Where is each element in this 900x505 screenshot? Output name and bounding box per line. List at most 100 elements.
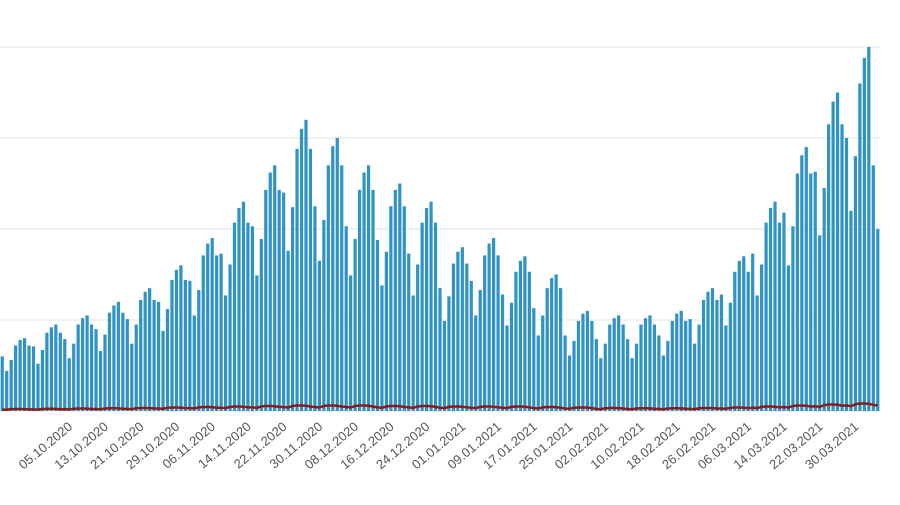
bar bbox=[375, 239, 380, 411]
bar bbox=[630, 358, 634, 411]
bar bbox=[518, 260, 523, 411]
bar bbox=[188, 280, 192, 411]
bar bbox=[335, 138, 339, 411]
bar bbox=[223, 295, 228, 411]
bar bbox=[858, 83, 862, 412]
bar bbox=[777, 222, 782, 411]
bar bbox=[103, 334, 107, 411]
bar bbox=[768, 208, 773, 411]
bar bbox=[795, 173, 799, 411]
bar bbox=[268, 172, 272, 411]
bar bbox=[179, 265, 183, 411]
bar bbox=[353, 239, 357, 411]
bar bbox=[286, 250, 290, 411]
bar bbox=[156, 301, 161, 411]
bar bbox=[617, 315, 621, 411]
bar bbox=[585, 310, 590, 411]
bar bbox=[853, 156, 858, 411]
bar bbox=[143, 291, 147, 411]
bar bbox=[693, 343, 697, 411]
bar bbox=[241, 201, 246, 411]
bar bbox=[572, 340, 576, 411]
bar bbox=[809, 173, 813, 411]
bar bbox=[621, 324, 625, 411]
bar bbox=[786, 265, 791, 411]
bar bbox=[460, 247, 464, 411]
bar bbox=[599, 358, 603, 411]
bar bbox=[134, 324, 138, 411]
bar bbox=[469, 280, 473, 411]
bar bbox=[701, 299, 706, 411]
bar bbox=[313, 206, 317, 411]
bar bbox=[545, 288, 549, 411]
bar bbox=[210, 238, 214, 411]
bar bbox=[724, 325, 728, 411]
bar bbox=[719, 294, 724, 411]
bar bbox=[612, 318, 616, 411]
bar bbox=[760, 264, 764, 411]
bar bbox=[389, 206, 393, 411]
bar bbox=[733, 271, 737, 411]
bar bbox=[152, 299, 156, 411]
bar bbox=[835, 92, 840, 411]
bar bbox=[290, 207, 295, 411]
bar bbox=[742, 256, 746, 411]
bar bbox=[791, 226, 795, 411]
bar bbox=[0, 356, 4, 411]
bar bbox=[67, 358, 71, 411]
bar bbox=[666, 340, 670, 411]
bar bbox=[393, 189, 397, 411]
bar bbox=[197, 289, 201, 411]
bar bbox=[550, 278, 554, 411]
bar bbox=[541, 315, 545, 411]
bar bbox=[478, 289, 482, 411]
bar bbox=[456, 251, 460, 411]
bar bbox=[849, 210, 853, 411]
bar bbox=[804, 147, 808, 411]
bar bbox=[250, 226, 254, 411]
bar bbox=[295, 148, 299, 412]
bar bbox=[183, 279, 187, 411]
bar bbox=[840, 124, 844, 411]
bar bbox=[424, 208, 429, 411]
bar bbox=[411, 295, 415, 411]
bar bbox=[45, 332, 49, 411]
bar bbox=[764, 222, 768, 411]
bar bbox=[679, 310, 683, 411]
bar bbox=[215, 255, 219, 411]
bar bbox=[697, 324, 701, 411]
bar bbox=[800, 155, 804, 411]
bar bbox=[465, 263, 469, 411]
bar bbox=[308, 148, 313, 412]
bar bbox=[219, 253, 223, 411]
bar bbox=[14, 345, 18, 411]
bar bbox=[9, 360, 13, 411]
bar bbox=[871, 165, 875, 411]
bar bbox=[818, 235, 822, 411]
bar bbox=[277, 189, 281, 411]
bar bbox=[684, 320, 688, 411]
bar bbox=[192, 315, 196, 411]
bar bbox=[862, 57, 866, 412]
bar bbox=[661, 355, 665, 411]
bar bbox=[514, 271, 518, 411]
bar bbox=[31, 346, 36, 411]
bar bbox=[85, 315, 89, 411]
bar bbox=[72, 343, 76, 411]
bar bbox=[170, 279, 174, 411]
bar bbox=[594, 339, 598, 411]
bar bbox=[228, 264, 232, 411]
bar bbox=[36, 363, 40, 411]
bar bbox=[831, 101, 835, 411]
bar bbox=[505, 325, 509, 411]
bar bbox=[58, 332, 62, 411]
bar bbox=[567, 355, 572, 411]
bar bbox=[576, 320, 581, 411]
bar bbox=[380, 285, 384, 411]
bar bbox=[657, 335, 661, 411]
bar bbox=[706, 291, 710, 411]
bar bbox=[18, 340, 22, 411]
bar bbox=[130, 343, 134, 411]
bar bbox=[715, 299, 719, 411]
